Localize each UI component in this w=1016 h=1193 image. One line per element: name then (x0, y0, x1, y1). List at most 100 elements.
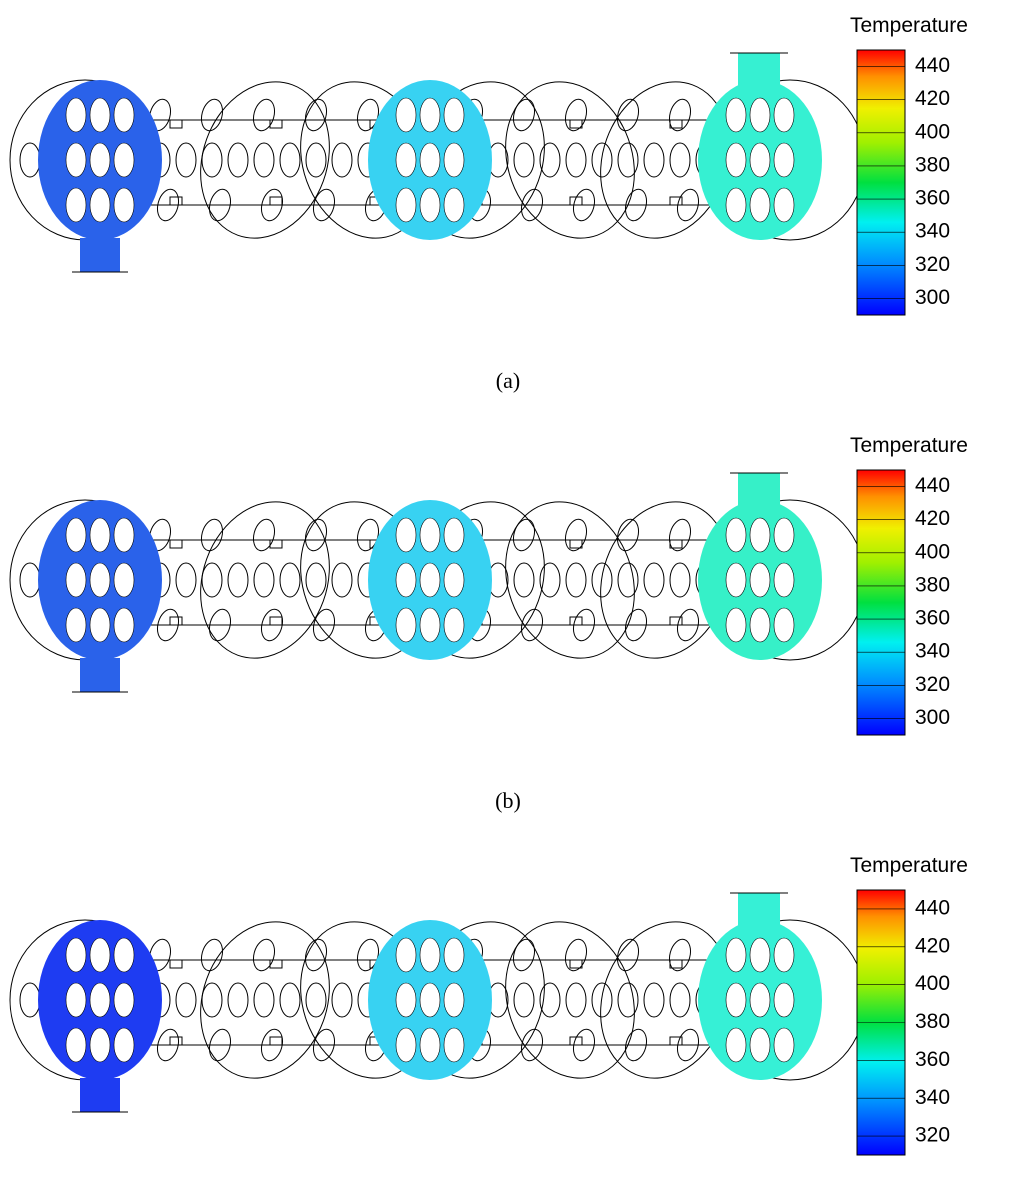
baffle-hole (444, 983, 464, 1017)
hole-outline (202, 983, 222, 1017)
inlet (80, 658, 120, 692)
baffle-hole (726, 563, 746, 597)
baffle-hole (750, 518, 770, 552)
colorbar-tick-label: 320 (915, 1124, 950, 1147)
baffle-hole (66, 143, 86, 177)
colorbar-tick-label: 380 (915, 573, 950, 596)
hole-outline (592, 143, 612, 177)
hole-outline (176, 143, 196, 177)
baffle-hole (444, 188, 464, 222)
baffle-hole (774, 188, 794, 222)
baffle-hole (774, 608, 794, 642)
colorbar-tick-label: 360 (915, 1048, 950, 1071)
tube-notch (670, 960, 682, 1045)
figure: Temperature440420400380360340320300(a)Te… (0, 0, 1016, 1193)
baffle-hole (396, 188, 416, 222)
baffle-hole (66, 938, 86, 972)
colorbar (857, 50, 905, 315)
baffle-hole (774, 518, 794, 552)
baffle-hole (90, 518, 110, 552)
hole-outline (670, 563, 690, 597)
baffle-hole (420, 1028, 440, 1062)
hole-outline (176, 983, 196, 1017)
baffle-hole (726, 518, 746, 552)
colorbar-tick-label: 320 (915, 253, 950, 276)
baffle-hole (114, 1028, 134, 1062)
baffle-hole (66, 518, 86, 552)
hole-outline (618, 983, 638, 1017)
hole-outline (176, 563, 196, 597)
colorbar-tick-label: 360 (915, 607, 950, 630)
hole-outline (306, 563, 326, 597)
colorbar-tick-label: 400 (915, 972, 950, 995)
shell-outline (179, 484, 350, 677)
hole-outline (514, 983, 534, 1017)
hole-outline (644, 563, 664, 597)
hole-outline (670, 983, 690, 1017)
hole-outline (332, 143, 352, 177)
baffle-hole (396, 608, 416, 642)
hole-outline (592, 983, 612, 1017)
baffle-hole (90, 188, 110, 222)
hole-outline (306, 143, 326, 177)
hole-outline (254, 563, 274, 597)
colorbar-tick-label: 400 (915, 120, 950, 143)
baffle-hole (444, 518, 464, 552)
baffle-hole (66, 98, 86, 132)
hole-outline (254, 143, 274, 177)
inlet (80, 238, 120, 272)
hole-outline (540, 563, 560, 597)
baffle-hole (396, 518, 416, 552)
hole-outline (514, 143, 534, 177)
panel: Temperature440420400380360340320300(b) (10, 434, 968, 813)
colorbar-tick-label: 440 (915, 896, 950, 919)
hole-outline (280, 563, 300, 597)
hole-outline (20, 983, 40, 1017)
colorbar-tick-label: 440 (915, 474, 950, 497)
baffle-hole (66, 1028, 86, 1062)
baffle-hole (90, 938, 110, 972)
baffle-hole (444, 608, 464, 642)
baffle-hole (444, 143, 464, 177)
baffle-hole (396, 143, 416, 177)
baffle-hole (774, 563, 794, 597)
baffle-hole (420, 563, 440, 597)
hole-outline (228, 983, 248, 1017)
colorbar-tick-label: 300 (915, 286, 950, 309)
baffle-hole (726, 98, 746, 132)
baffle-hole (90, 143, 110, 177)
hole-outline (644, 143, 664, 177)
caption: (a) (496, 368, 520, 393)
baffle-hole (420, 143, 440, 177)
baffle-hole (396, 563, 416, 597)
colorbar-tick-label: 400 (915, 540, 950, 563)
baffle-hole (396, 1028, 416, 1062)
baffle-hole (114, 983, 134, 1017)
baffle-hole (114, 938, 134, 972)
colorbar-tick-label: 320 (915, 673, 950, 696)
baffle-hole (396, 98, 416, 132)
baffle-hole (114, 98, 134, 132)
baffle-hole (396, 983, 416, 1017)
colorbar-tick-label: 380 (915, 1010, 950, 1033)
baffle-hole (444, 938, 464, 972)
hole-outline (280, 983, 300, 1017)
baffle-hole (420, 188, 440, 222)
panel: Temperature440420400380360340320(c) (10, 854, 968, 1193)
shell-outline (484, 484, 655, 677)
baffle-hole (396, 938, 416, 972)
legend-title: Temperature (850, 14, 968, 37)
hole-outline (510, 97, 538, 133)
hole-outline (510, 937, 538, 973)
baffle-hole (90, 983, 110, 1017)
hole-outline (670, 143, 690, 177)
baffle-hole (114, 563, 134, 597)
hole-outline (20, 143, 40, 177)
baffle-hole (420, 518, 440, 552)
baffle-hole (774, 983, 794, 1017)
colorbar-tick-label: 420 (915, 934, 950, 957)
baffle-hole (750, 608, 770, 642)
hole-outline (566, 143, 586, 177)
baffle-hole (726, 938, 746, 972)
baffle-hole (444, 1028, 464, 1062)
